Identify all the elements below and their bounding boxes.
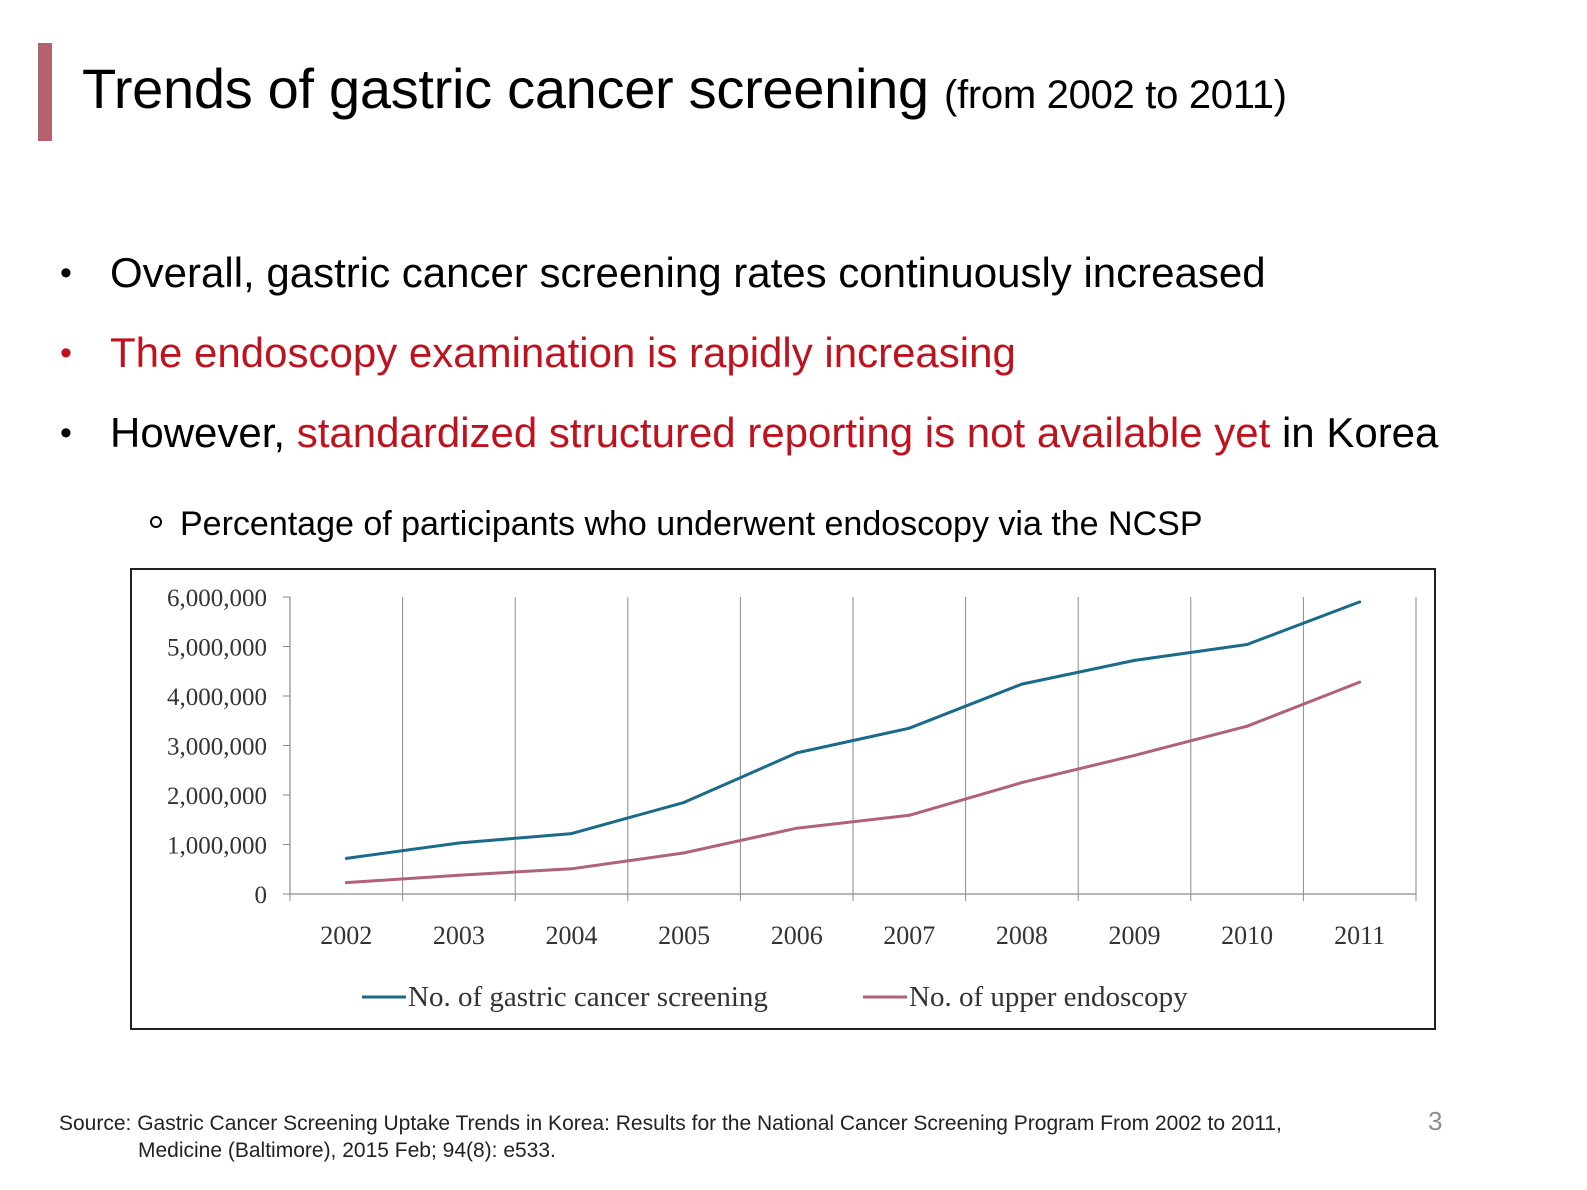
data-point xyxy=(1358,680,1362,684)
series-line-2 xyxy=(346,680,1361,885)
data-point xyxy=(344,856,348,860)
title-suffix: (from 2002 to 2011) xyxy=(944,73,1287,117)
data-point xyxy=(1133,658,1136,662)
x-tick-label: 2004 xyxy=(546,921,598,950)
y-tick-label: 3,000,000 xyxy=(167,734,267,761)
sub-bullet: Percentage of participants who underwent… xyxy=(150,505,1203,544)
page-number: 3 xyxy=(1428,1106,1443,1136)
bullet-text-suffix: in Korea xyxy=(1270,409,1439,456)
y-tick-label: 6,000,000 xyxy=(167,585,267,612)
y-tick-label: 1,000,000 xyxy=(167,833,267,860)
source-line-2: Medicine (Baltimore), 2015 Feb; 94(8): e… xyxy=(138,1139,556,1162)
bullet-marker: • xyxy=(60,414,72,452)
title-main: Trends of gastric cancer screening xyxy=(82,57,929,120)
data-point xyxy=(795,826,799,830)
legend-label: No. of gastric cancer screening xyxy=(408,981,768,1013)
data-point xyxy=(457,873,461,877)
legend-label: No. of upper endoscopy xyxy=(909,981,1188,1013)
data-point xyxy=(1358,600,1362,604)
data-point xyxy=(907,726,911,730)
x-tick-label: 2007 xyxy=(883,921,935,950)
chart-frame: 0 1,000,000 2,000,000 3,000,000 4,000,000 5,0… xyxy=(130,568,1436,1030)
bullet-marker: • xyxy=(60,334,72,372)
data-point xyxy=(682,851,686,855)
data-point xyxy=(344,881,348,885)
x-tick-label: 2008 xyxy=(996,921,1048,950)
x-tick-label: 2010 xyxy=(1221,921,1273,950)
data-point xyxy=(1245,724,1249,728)
data-point xyxy=(570,832,573,836)
bullet-marker: • xyxy=(60,254,72,292)
data-point xyxy=(1133,753,1136,757)
data-point xyxy=(457,841,461,845)
y-tick-label: 0 xyxy=(255,882,268,909)
x-tick-label: 2006 xyxy=(771,921,823,950)
data-point xyxy=(1245,643,1249,647)
x-tick-label: 2011 xyxy=(1334,921,1385,950)
bullet-text: However, standardized structured reporti… xyxy=(110,400,1438,466)
x-tick-label: 2009 xyxy=(1109,921,1161,950)
bullet-text: The endoscopy examination is rapidly inc… xyxy=(110,329,1016,376)
x-tick-label: 2005 xyxy=(658,921,710,950)
data-point xyxy=(570,867,573,871)
series-line-1 xyxy=(346,600,1361,860)
bullet-text-highlight: standardized structured reporting is not… xyxy=(296,409,1271,456)
data-point xyxy=(682,800,686,804)
data-point xyxy=(1020,682,1024,686)
y-tick-label: 2,000,000 xyxy=(167,783,267,810)
bullet-text-prefix: However, xyxy=(110,409,297,456)
y-tick-label: 5,000,000 xyxy=(167,635,267,662)
data-point xyxy=(795,751,799,755)
title-accent-bar xyxy=(38,43,52,141)
bullet-text: Overall, gastric cancer screening rates … xyxy=(110,249,1266,296)
data-point xyxy=(1020,781,1024,785)
data-point xyxy=(907,813,911,817)
sub-bullet-marker xyxy=(150,516,162,529)
line-chart: 0 1,000,000 2,000,000 3,000,000 4,000,000 5,0… xyxy=(167,585,1417,1013)
page-title: Trends of gastric cancer screening (from… xyxy=(82,56,1287,121)
y-tick-label: 4,000,000 xyxy=(167,684,267,711)
x-tick-label: 2003 xyxy=(433,921,485,950)
sub-bullet-text: Percentage of participants who underwent… xyxy=(180,505,1203,543)
source-line-1: Source: Gastric Cancer Screening Uptake … xyxy=(59,1112,1282,1135)
source-citation: Source: Gastric Cancer Screening Uptake … xyxy=(59,1110,1282,1164)
x-tick-label: 2002 xyxy=(320,921,372,950)
